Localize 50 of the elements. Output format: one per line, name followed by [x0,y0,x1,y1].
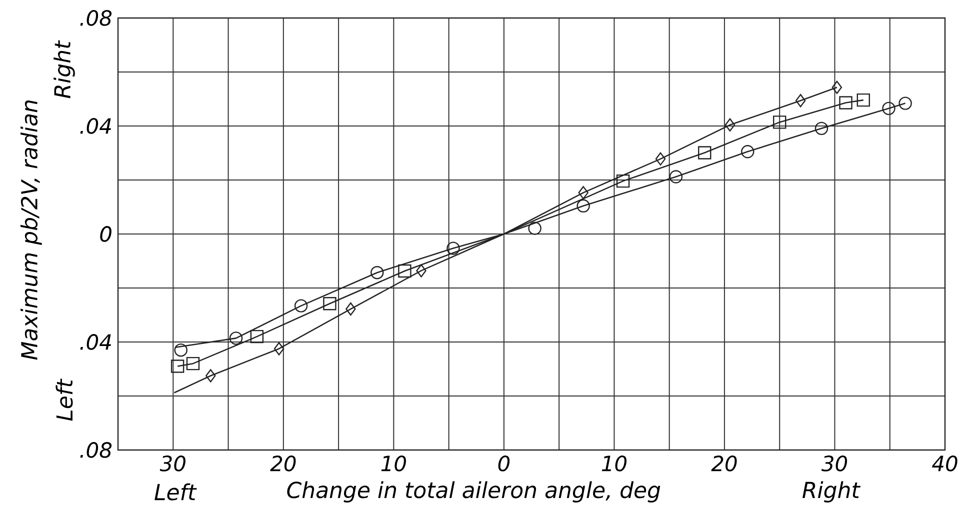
point [698,146,712,160]
point [655,152,666,166]
point [416,264,426,278]
point [898,96,912,110]
y-tick-label: .08 [80,442,112,458]
point [294,299,308,312]
point [274,342,284,356]
text: Left [154,483,197,500]
point [576,199,590,213]
x-tick-label: 30 [160,456,186,472]
text: Right [54,40,75,98]
point [323,297,336,310]
y-tick-label: 0 [100,226,112,242]
point [206,369,216,382]
y-tick-label: .04 [80,334,111,350]
y-tick-label: .08 [80,10,112,26]
point [446,242,460,255]
text: Right [802,481,861,503]
point [814,122,828,136]
point [616,174,630,188]
point [170,360,184,373]
x-tick-label: 20 [711,456,737,472]
x-tick-label: 10 [381,456,406,472]
point [832,80,842,94]
point [795,94,806,108]
point [741,145,754,158]
point [174,343,188,357]
x-tick-label: 30 [821,456,848,472]
y-tick-label: .04 [80,118,111,134]
point [528,222,542,235]
x-axis-title: Change in total aileron angle, deg [287,481,660,503]
point [882,102,896,116]
x-tick-label: 20 [270,456,296,472]
point [856,93,870,107]
point [346,302,356,316]
point [229,332,243,345]
point [398,264,412,278]
point [186,356,200,370]
point [578,186,588,200]
point [370,266,384,280]
point [250,330,264,344]
point [724,118,736,132]
point [669,170,683,184]
x-tick-label: 0 [498,456,510,472]
x-tick-label: 40 [932,456,958,472]
text: Left [56,378,73,421]
point [773,116,786,129]
point [839,96,852,110]
x-tick-label: 10 [602,456,627,472]
y-axis-title: Maximum pb/2V, radian [20,100,42,360]
